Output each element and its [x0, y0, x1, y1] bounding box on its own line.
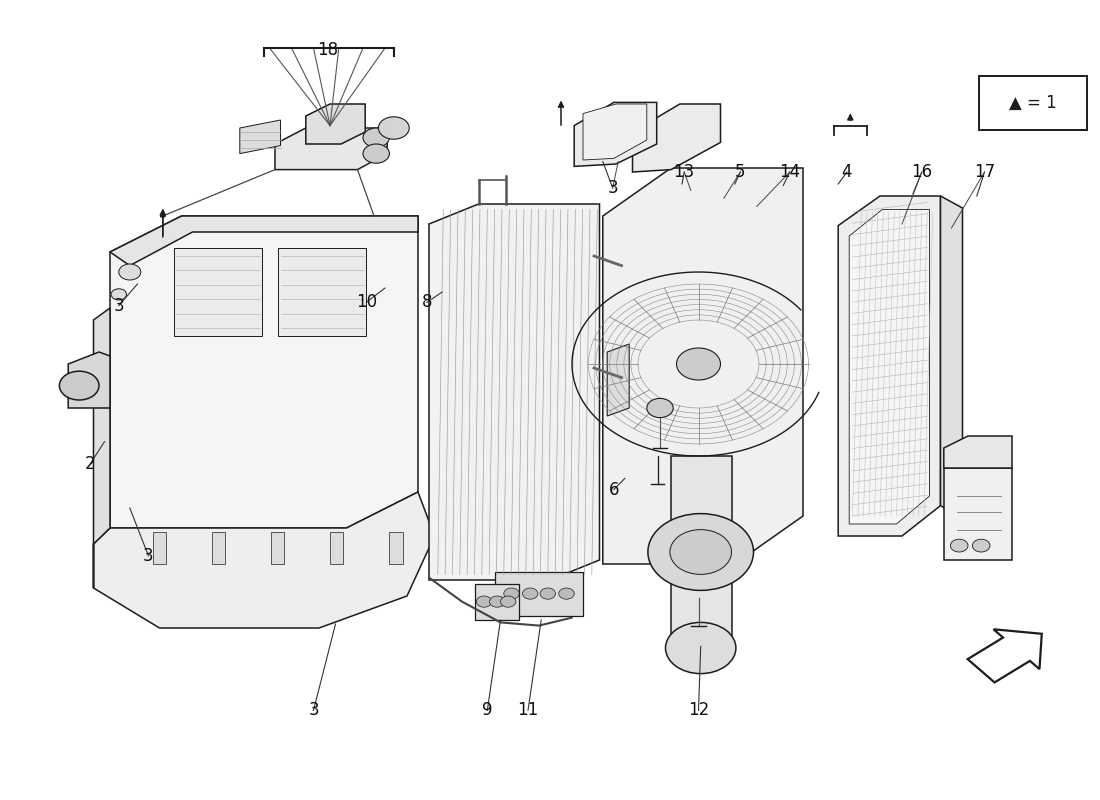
Polygon shape	[429, 204, 600, 580]
Polygon shape	[495, 572, 583, 616]
Text: 3: 3	[607, 179, 618, 197]
Text: 3: 3	[308, 702, 319, 719]
Polygon shape	[94, 308, 110, 588]
Circle shape	[111, 289, 126, 300]
Text: 18: 18	[317, 41, 339, 58]
Text: 16: 16	[911, 163, 933, 181]
Polygon shape	[174, 248, 262, 336]
Polygon shape	[110, 216, 418, 266]
Circle shape	[119, 264, 141, 280]
Text: 12: 12	[688, 702, 710, 719]
Polygon shape	[849, 210, 930, 524]
Polygon shape	[153, 532, 166, 564]
Polygon shape	[475, 584, 519, 620]
Circle shape	[476, 596, 492, 607]
Text: 11: 11	[517, 702, 539, 719]
Circle shape	[59, 371, 99, 400]
Text: 10: 10	[355, 294, 377, 311]
Circle shape	[666, 622, 736, 674]
Polygon shape	[944, 468, 1012, 560]
Polygon shape	[389, 532, 403, 564]
Circle shape	[378, 117, 409, 139]
Text: 3: 3	[143, 547, 154, 565]
Polygon shape	[94, 492, 434, 628]
Polygon shape	[240, 120, 280, 154]
Polygon shape	[603, 168, 803, 564]
FancyBboxPatch shape	[979, 76, 1087, 130]
Circle shape	[504, 588, 519, 599]
Polygon shape	[68, 352, 110, 408]
Polygon shape	[583, 104, 647, 160]
Text: 13: 13	[673, 163, 695, 181]
Text: 17: 17	[974, 163, 996, 181]
Polygon shape	[632, 104, 721, 172]
Polygon shape	[574, 102, 657, 166]
Circle shape	[950, 539, 968, 552]
Text: 9: 9	[482, 702, 493, 719]
Circle shape	[559, 588, 574, 599]
Polygon shape	[271, 532, 284, 564]
Circle shape	[490, 596, 505, 607]
Circle shape	[647, 398, 673, 418]
Polygon shape	[944, 436, 1012, 468]
Polygon shape	[306, 104, 365, 144]
Circle shape	[972, 539, 990, 552]
Polygon shape	[330, 532, 343, 564]
Polygon shape	[838, 196, 940, 536]
Circle shape	[648, 514, 754, 590]
Circle shape	[522, 588, 538, 599]
Polygon shape	[212, 532, 226, 564]
Text: 14: 14	[779, 163, 801, 181]
Polygon shape	[278, 248, 366, 336]
Circle shape	[363, 128, 389, 147]
Text: 8: 8	[421, 294, 432, 311]
Text: 6: 6	[608, 481, 619, 498]
Polygon shape	[110, 216, 418, 528]
Polygon shape	[607, 344, 629, 416]
Polygon shape	[275, 128, 387, 170]
Polygon shape	[671, 456, 732, 656]
Circle shape	[676, 348, 720, 380]
Circle shape	[670, 530, 732, 574]
Text: ▲ = 1: ▲ = 1	[1009, 94, 1057, 112]
Polygon shape	[968, 630, 1042, 682]
Text: 2: 2	[85, 455, 96, 473]
Text: 5: 5	[735, 163, 746, 181]
Circle shape	[540, 588, 556, 599]
Polygon shape	[940, 196, 962, 518]
Text: 3: 3	[113, 297, 124, 314]
Circle shape	[500, 596, 516, 607]
Text: 4: 4	[842, 163, 852, 181]
Circle shape	[363, 144, 389, 163]
